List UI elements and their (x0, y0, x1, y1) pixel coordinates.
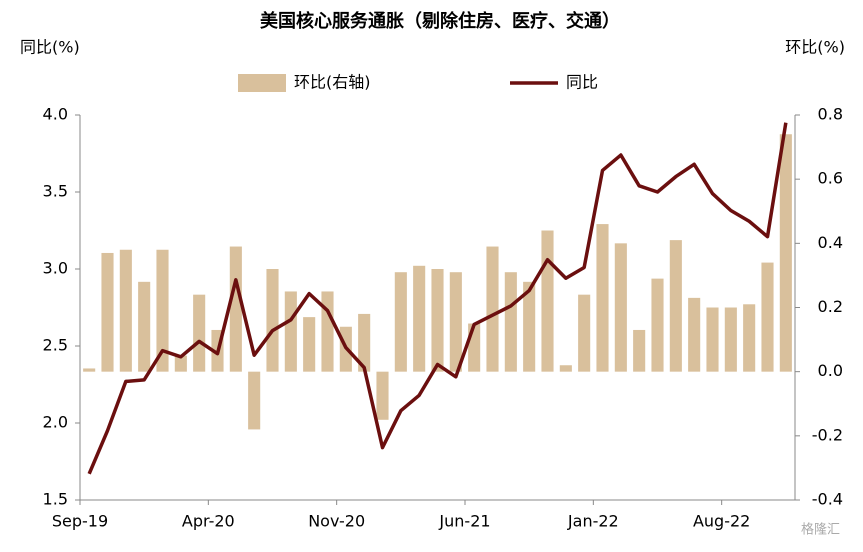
y2-tick-label: 0.4 (818, 233, 843, 252)
y2-tick-label: -0.4 (812, 490, 843, 509)
bar (706, 307, 719, 372)
bar (669, 240, 682, 372)
bar (504, 272, 517, 372)
x-tick-label: Apr-20 (182, 512, 235, 531)
bar (193, 294, 206, 372)
bar (229, 246, 242, 372)
x-tick-label: Nov-20 (308, 512, 365, 531)
bar (83, 368, 96, 372)
x-tick-label: Aug-22 (693, 512, 750, 531)
bar (449, 272, 462, 372)
bar (688, 297, 701, 372)
bar (523, 281, 536, 372)
bar (614, 243, 627, 372)
bar (596, 224, 609, 372)
chart-title: 美国核心服务通胀（剔除住房、医疗、交通） (260, 10, 620, 32)
bar (303, 317, 316, 372)
bar (486, 246, 499, 372)
bar (651, 278, 664, 372)
bar (321, 291, 334, 372)
y-tick-label: 3.5 (43, 182, 68, 201)
bar (266, 269, 279, 372)
bar (633, 329, 646, 372)
bar (394, 272, 407, 372)
bar (248, 371, 261, 430)
bar (156, 249, 169, 372)
y-tick-label: 2.0 (43, 413, 68, 432)
legend-label: 环比(右轴) (294, 73, 371, 92)
bar (138, 281, 151, 372)
y-tick-label: 2.5 (43, 336, 68, 355)
y-axis-label: 同比(%) (20, 38, 80, 57)
bar (174, 355, 187, 372)
legend-label: 同比 (566, 73, 598, 92)
x-tick-label: Jan-22 (567, 512, 619, 531)
x-tick-label: Sep-19 (52, 512, 108, 531)
bar (779, 134, 792, 372)
y2-tick-label: 0.2 (818, 297, 843, 316)
bar (284, 291, 297, 372)
y2-tick-label: 0.8 (818, 105, 843, 124)
bar (101, 252, 114, 372)
y-tick-label: 1.5 (43, 490, 68, 509)
bar (724, 307, 737, 372)
bar (761, 262, 774, 372)
bar (743, 304, 756, 372)
x-tick-label: Jun-21 (438, 512, 490, 531)
y-tick-label: 3.0 (43, 259, 68, 278)
bar (119, 249, 132, 372)
y2-tick-label: 0.0 (818, 361, 843, 380)
y2-tick-label: -0.2 (812, 425, 843, 444)
bar (468, 323, 481, 372)
bar (578, 294, 591, 372)
bar (376, 371, 389, 420)
bar (559, 365, 572, 372)
legend-swatch (238, 74, 286, 92)
y2-axis-label: 环比(%) (785, 38, 845, 57)
y2-tick-label: 0.6 (818, 169, 843, 188)
bar (431, 269, 444, 372)
watermark: 格隆汇 (801, 522, 840, 538)
bar (541, 230, 554, 372)
line (87, 122, 788, 475)
bar (413, 265, 426, 372)
bar (358, 313, 371, 372)
y-tick-label: 4.0 (43, 105, 68, 124)
